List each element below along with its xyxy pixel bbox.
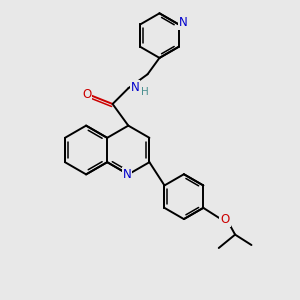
Text: O: O (220, 213, 230, 226)
Text: N: N (130, 80, 139, 94)
Text: N: N (179, 16, 188, 29)
Text: H: H (140, 87, 148, 97)
Text: O: O (82, 88, 91, 101)
Text: N: N (122, 168, 131, 181)
